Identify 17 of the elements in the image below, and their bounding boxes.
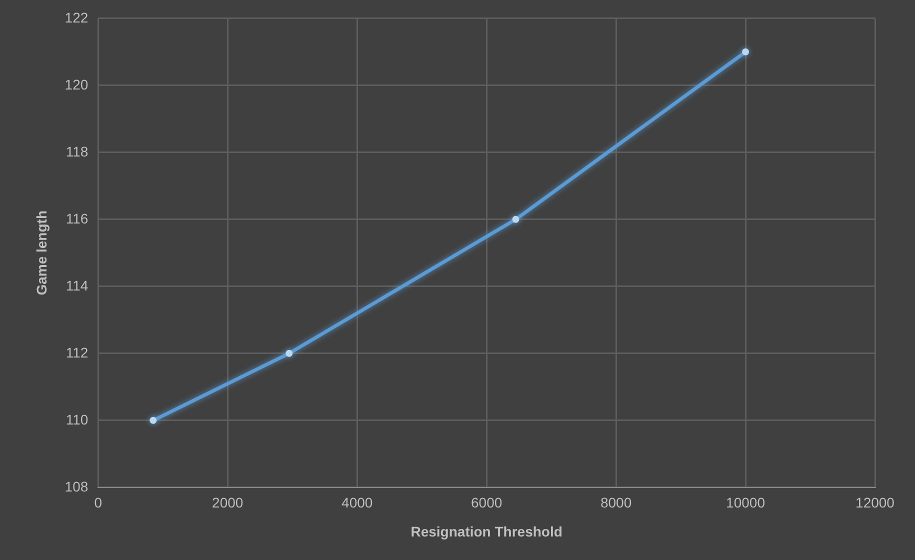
x-tick-label: 4000 <box>342 494 373 511</box>
x-tick-label: 6000 <box>471 494 502 511</box>
x-tick-label: 12000 <box>856 494 895 511</box>
y-tick-label: 116 <box>66 210 88 226</box>
x-tick-label: 0 <box>94 494 102 511</box>
x-tick-label: 8000 <box>600 494 632 511</box>
x-axis-title: Resignation Threshold <box>410 523 562 540</box>
y-tick-label: 122 <box>64 9 88 26</box>
x-tick-label: 10000 <box>726 494 766 511</box>
y-tick-label: 112 <box>66 344 88 360</box>
y-tick-label: 114 <box>66 277 88 294</box>
y-axis-title: Game length <box>33 210 50 296</box>
y-tick-label: 120 <box>64 76 88 92</box>
y-tick-label: 108 <box>64 478 88 494</box>
x-tick-label: 2000 <box>212 494 244 511</box>
y-tick-label: 110 <box>66 411 88 428</box>
y-tick-label: 118 <box>66 143 88 160</box>
